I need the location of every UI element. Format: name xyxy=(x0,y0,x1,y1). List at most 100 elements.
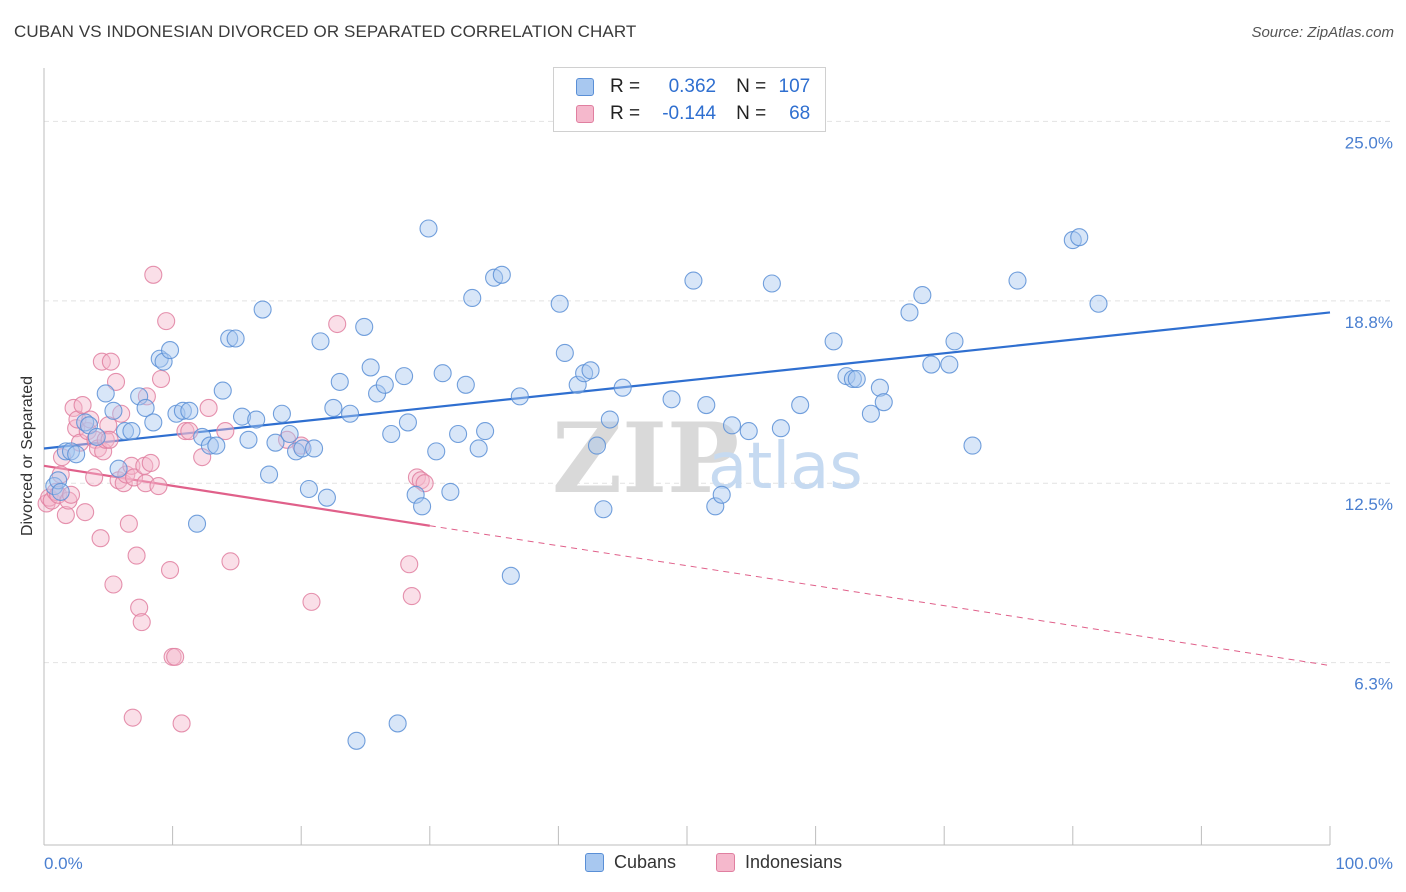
y-tick-label: 25.0% xyxy=(1345,133,1393,152)
cubans-point xyxy=(922,355,941,374)
legend-r-value: 0.362 xyxy=(668,76,717,97)
cubans-point xyxy=(874,393,893,412)
cubans-point xyxy=(900,303,919,322)
cubans-point xyxy=(441,482,460,501)
cubans-point xyxy=(449,424,468,444)
indonesians-point xyxy=(132,613,151,632)
watermark-atlas: atlas xyxy=(708,430,863,504)
legend-r-label: R = xyxy=(610,103,641,124)
legend-n-label: N = xyxy=(736,103,767,124)
cubans-point xyxy=(419,219,438,238)
indonesians-point xyxy=(199,398,218,418)
cubans-point xyxy=(940,355,959,374)
indonesians-point xyxy=(123,708,142,727)
cubans-point xyxy=(280,424,299,444)
legend-row-cubans: R = 0.362 N = 107 xyxy=(576,76,810,98)
cubans-point xyxy=(600,410,619,429)
cubans-point xyxy=(406,485,425,504)
cubans-point xyxy=(144,413,163,432)
cubans-point xyxy=(463,288,482,308)
y-tick-label: 12.5% xyxy=(1345,495,1393,514)
chart-title: CUBAN VS INDONESIAN DIVORCED OR SEPARATE… xyxy=(14,22,637,41)
cubans-point xyxy=(272,404,291,423)
legend-r-value: -0.144 xyxy=(662,103,717,124)
y-tick-labels: 6.3% 12.5% 18.8% 25.0% xyxy=(1345,133,1393,693)
indonesians-point xyxy=(151,369,171,389)
cubans-point xyxy=(662,390,681,409)
trend-line-extension xyxy=(429,525,1331,667)
cubans-point xyxy=(706,497,725,516)
indonesians-point xyxy=(160,560,180,580)
correlation-legend: R = 0.362 N = 107 R = -0.144 N = 68 xyxy=(553,67,826,132)
cubans-point xyxy=(510,387,529,406)
x-tick-label: 0.0% xyxy=(44,854,83,873)
indonesians-point xyxy=(328,314,347,334)
indonesians-point xyxy=(149,477,168,496)
indonesians-point xyxy=(56,505,75,525)
trend-line-cubans xyxy=(43,311,1331,450)
indonesians-point xyxy=(101,352,120,371)
cubans-point xyxy=(791,396,810,415)
cubans-point xyxy=(130,387,149,406)
indonesians-point xyxy=(172,714,191,733)
cubans-point xyxy=(355,317,374,336)
cubans-point xyxy=(739,422,758,441)
cubans-point xyxy=(913,286,932,305)
indonesians-swatch xyxy=(576,105,594,123)
indonesians-point xyxy=(81,410,100,429)
legend-item-cubans: Cubans xyxy=(585,852,676,873)
cubans-point xyxy=(87,427,106,446)
indonesians-point xyxy=(400,555,419,574)
indonesians-point xyxy=(402,587,421,606)
cubans-point xyxy=(266,433,285,452)
indonesians-point xyxy=(157,312,176,331)
legend-n-value: 68 xyxy=(789,103,811,124)
cubans-point xyxy=(115,422,135,441)
cubans-point xyxy=(361,358,380,377)
indonesians-point xyxy=(46,482,65,501)
cubans-swatch xyxy=(576,78,594,96)
legend-r-label: R = xyxy=(610,76,641,97)
cubans-point xyxy=(239,430,258,449)
cubans-point xyxy=(1008,271,1027,290)
source-label: Source: ZipAtlas.com xyxy=(1251,24,1394,41)
cubans-point xyxy=(173,401,192,420)
indonesians-point xyxy=(124,468,144,487)
cubans-point xyxy=(870,378,889,397)
cubans-point xyxy=(207,436,226,455)
cubans-point xyxy=(187,514,207,533)
cubans-point xyxy=(122,422,141,441)
indonesians-point xyxy=(176,422,195,441)
watermark: ZIP atlas xyxy=(552,402,863,515)
cubans-point xyxy=(317,488,336,507)
cubans-point xyxy=(492,265,511,284)
indonesians-point xyxy=(85,468,104,487)
cubans-point xyxy=(311,332,330,351)
cubans-point xyxy=(388,714,407,733)
grid-lines xyxy=(44,120,1392,664)
legend-n-label: N = xyxy=(736,76,767,97)
indonesians-point xyxy=(106,372,126,391)
cubans-point xyxy=(109,459,128,478)
cubans-point xyxy=(56,442,75,461)
cubans-point xyxy=(581,361,600,380)
cubans-point xyxy=(154,352,173,371)
cubans-point xyxy=(61,442,81,461)
indonesians-point xyxy=(99,416,118,435)
cubans-point xyxy=(213,381,232,400)
indonesians-point xyxy=(76,503,95,522)
cubans-point xyxy=(684,271,703,290)
cubans-point xyxy=(49,471,68,490)
cubans-point xyxy=(395,367,414,386)
cubans-point xyxy=(762,274,781,293)
cubans-point xyxy=(456,375,475,394)
cubans-point xyxy=(341,404,360,423)
trend-lines xyxy=(43,311,1331,667)
cubans-point xyxy=(347,731,366,750)
cubans-point xyxy=(305,439,324,458)
indonesians-legend-swatch xyxy=(716,853,735,872)
cubans-point xyxy=(220,329,239,348)
cubans-point xyxy=(136,398,155,418)
cubans-point xyxy=(413,497,432,516)
